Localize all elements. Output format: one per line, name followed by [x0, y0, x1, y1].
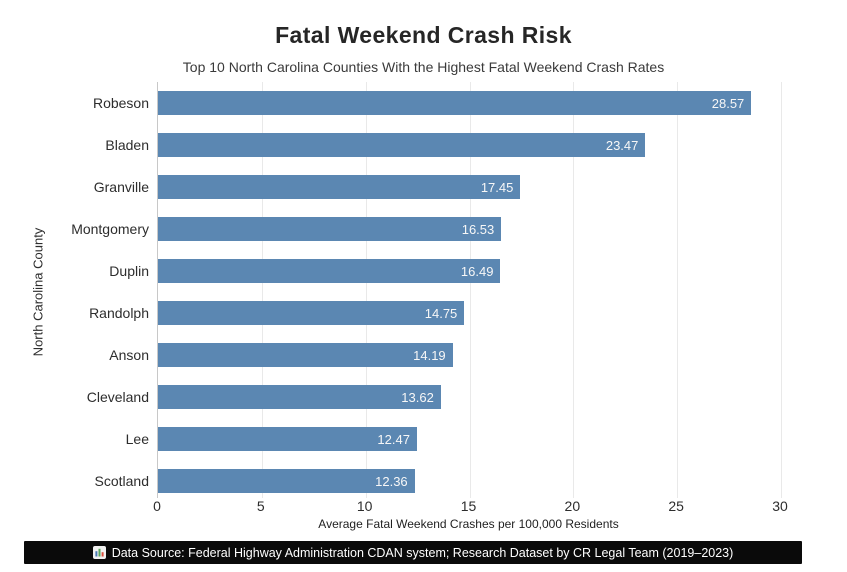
bar-cleveland: 13.62: [158, 385, 441, 409]
bar-scotland: 12.36: [158, 469, 415, 493]
bar-row: 13.62: [158, 376, 813, 418]
bar-value-label: 28.57: [711, 95, 745, 111]
bar-value-label: 23.47: [605, 137, 639, 153]
category-label: Anson: [109, 347, 149, 363]
bar-row: 28.57: [158, 82, 813, 124]
bar-row: 17.45: [158, 166, 813, 208]
bar-row: 12.36: [158, 460, 813, 502]
y-category-labels: Robeson Bladen Granville Montgomery Duplin Ra…: [0, 82, 149, 502]
bar-value-label: 12.47: [377, 431, 410, 447]
bar-lee: 12.47: [158, 427, 417, 451]
chart-subtitle: Top 10 North Carolina Counties With the …: [182, 59, 665, 75]
bar-value-label: 16.49: [460, 263, 494, 279]
data-source-text: Data Source: Federal Highway Administrat…: [111, 545, 734, 560]
category-label: Montgomery: [71, 221, 149, 237]
x-tick-label: 15: [460, 498, 477, 514]
category-label: Robeson: [92, 95, 149, 111]
x-tick-label: 20: [564, 498, 581, 514]
category-label: Bladen: [105, 137, 149, 153]
x-axis-title: Average Fatal Weekend Crashes per 100,00…: [318, 517, 619, 531]
bar-value-label: 14.19: [413, 347, 446, 363]
category-label: Scotland: [94, 473, 149, 489]
gridline: [781, 82, 782, 498]
category-label: Lee: [125, 431, 149, 447]
bar-value-label: 12.36: [375, 473, 408, 489]
bar-duplin: 16.49: [158, 259, 501, 283]
bar-chart-icon: [92, 546, 106, 559]
bar-value-label: 13.62: [401, 389, 434, 405]
bar-row: 23.47: [158, 124, 813, 166]
bar-row: 14.19: [158, 334, 813, 376]
gridline: [261, 82, 263, 498]
bar-granville: 17.45: [158, 175, 521, 199]
bar-anson: 14.19: [158, 343, 453, 367]
bar-montgomery: 16.53: [158, 217, 502, 241]
bar-randolph: 14.75: [158, 301, 465, 325]
chart-title: Fatal Weekend Crash Risk: [275, 22, 572, 48]
bar-row: 12.47: [158, 418, 813, 460]
category-label: Granville: [93, 179, 149, 195]
category-label: Randolph: [89, 305, 149, 321]
category-label: Duplin: [109, 263, 149, 279]
bar-value-label: 17.45: [480, 179, 514, 195]
x-tick-label: 5: [256, 498, 265, 514]
plot-area: 28.57 23.47 17.45 16.53 16.49 14.75 14.19 13.62…: [157, 82, 813, 498]
data-source-footer: Data Source: Federal Highway Administrat…: [24, 541, 802, 564]
x-tick-label: 25: [668, 498, 684, 514]
bar-value-label: 14.75: [424, 305, 458, 321]
gridline: [677, 82, 679, 498]
bar-row: 14.75: [158, 292, 813, 334]
gridline: [469, 82, 471, 498]
bar-robeson: 28.57: [158, 91, 752, 115]
gridline: [365, 82, 367, 498]
gridline: [573, 82, 575, 498]
category-label: Cleveland: [86, 389, 149, 405]
bar-bladen: 23.47: [158, 133, 646, 157]
x-tick-label: 10: [356, 498, 373, 514]
x-tick-label: 30: [772, 498, 788, 514]
bar-value-label: 16.53: [461, 221, 495, 237]
bar-row: 16.53: [158, 208, 813, 250]
x-ticks: 0 5 10 15 20 25 30: [153, 497, 812, 515]
x-tick-label: 0: [153, 498, 161, 514]
bar-row: 16.49: [158, 250, 813, 292]
